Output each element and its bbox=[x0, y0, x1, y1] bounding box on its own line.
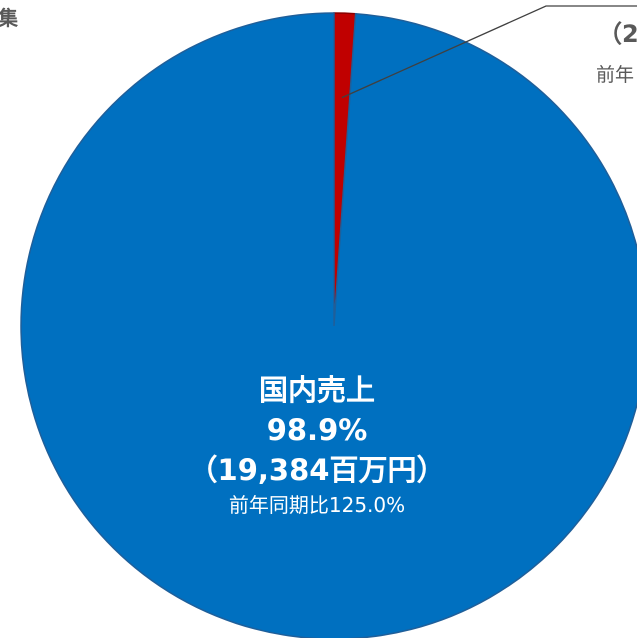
domestic-slice-percent: 98.9% bbox=[189, 410, 446, 450]
domestic-slice-name: 国内売上 bbox=[189, 370, 446, 410]
domestic-slice-yoy: 前年同期比125.0% bbox=[189, 490, 446, 520]
cropped-slice-value-fragment: （2 bbox=[598, 14, 637, 49]
pie-slice-domestic bbox=[21, 13, 637, 638]
domestic-slice-value: （19,384百万円） bbox=[189, 450, 446, 490]
cropped-slice-yoy-fragment: 前年 bbox=[596, 60, 634, 87]
domestic-slice-label: 国内売上 98.9% （19,384百万円） 前年同期比125.0% bbox=[189, 370, 446, 520]
cropped-title-fragment: 集 bbox=[0, 2, 18, 31]
